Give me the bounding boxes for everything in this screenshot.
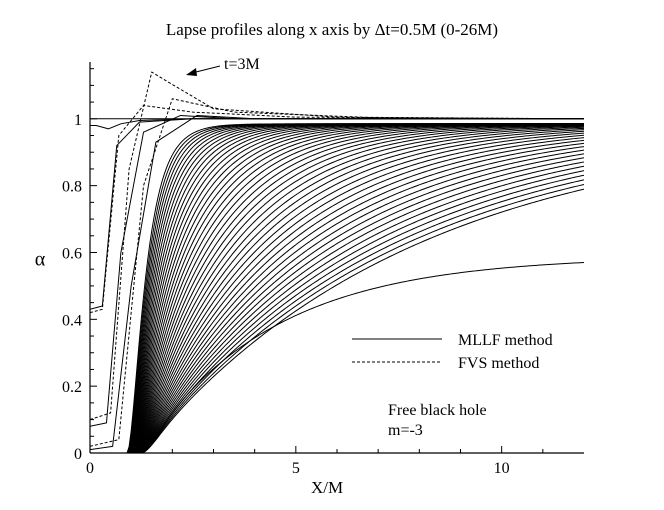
y-tick-label: 0.6 [62,245,82,262]
y-tick-label: 0.2 [62,379,82,396]
family-curve [90,123,584,453]
family-curve [90,165,584,453]
family-curve [90,149,584,453]
x-tick-label: 0 [86,460,94,477]
family-curve [90,146,584,453]
plot-area [90,71,584,453]
legend-label-mllf: MLLF method [458,332,553,349]
family-curve [90,170,584,453]
y-tick-label: 1 [74,112,82,129]
arrow-label: t=3M [224,56,260,73]
x-axis-label: X/M [311,478,343,497]
family-curve [90,188,584,453]
family-curve [90,124,584,453]
y-tick-label: 0 [74,446,82,463]
family-curve [90,139,584,453]
note-mass: m=-3 [388,422,423,439]
family-curve [90,184,584,453]
family-curve [90,262,584,453]
mllf-series-line [90,114,584,427]
family-curve [90,134,584,453]
family-curve [90,123,584,453]
fvs-series-line [90,98,584,447]
y-tick-label: 0.4 [62,312,82,329]
family-curve [90,157,584,453]
family-curve [90,137,584,453]
y-tick-label: 0.8 [62,179,82,196]
family-curve [90,126,584,453]
annotations: t=3M Free black hole m=-3 [186,56,487,439]
family-curve [90,161,584,453]
x-tick-label: 10 [494,460,510,477]
family-curve [90,125,584,453]
family-curve [90,153,584,453]
family-curve [90,127,584,453]
axes: 00.20.40.60.810 5 10X/Mα [35,62,584,497]
family-curve [90,142,584,453]
family-curve [90,129,584,453]
arrow-head [186,68,197,76]
family-curve [90,132,584,453]
family-curve [90,125,584,453]
mllf-series-line [90,114,584,451]
chart-title: Lapse profiles along x axis by Δt=0.5M (… [165,20,499,39]
family-curve [90,179,584,453]
note-free-black-hole: Free black hole [388,402,487,419]
y-axis-label: α [35,249,46,271]
x-tick-label: 5 [292,460,300,477]
legend: MLLF method FVS method [352,332,553,372]
family-curve [90,130,584,453]
legend-label-fvs: FVS method [458,355,539,372]
family-curve [90,124,584,453]
